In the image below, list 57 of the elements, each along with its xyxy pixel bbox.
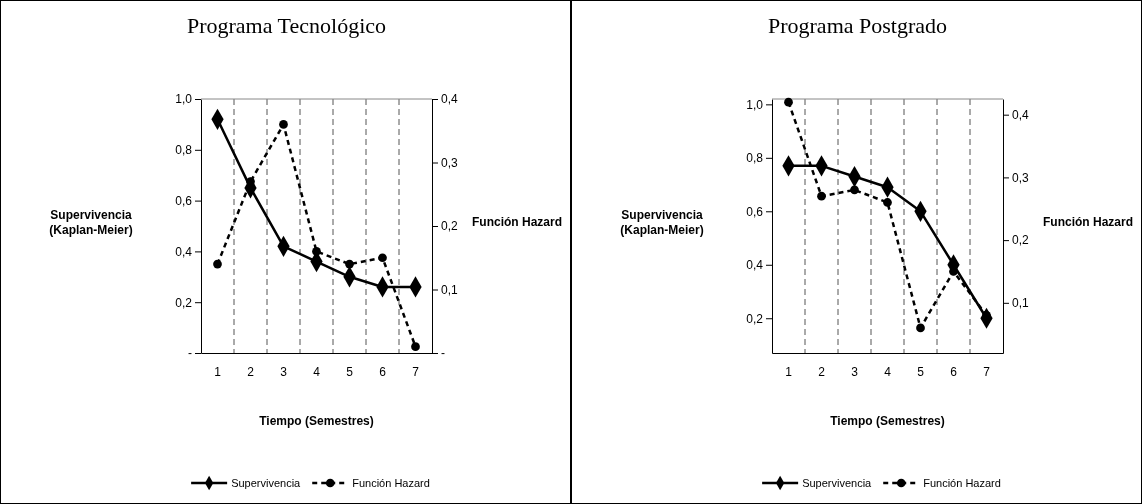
point: [916, 323, 925, 333]
point: [279, 120, 288, 129]
point: [850, 185, 859, 195]
y2-tick-label: 0,2: [1012, 233, 1030, 248]
y-tick-label: 0,8: [175, 143, 193, 158]
x-tick-label: 1: [214, 364, 222, 379]
x-tick-label: 5: [917, 364, 925, 379]
x-axis-title: Tiempo (Semestres): [830, 414, 945, 428]
y-tick-label: 1,0: [746, 97, 764, 112]
point: [883, 198, 892, 207]
x-tick-label: 1: [785, 364, 793, 379]
point: [411, 342, 420, 352]
legend-label: Función Hazard: [923, 477, 1001, 489]
x-axis-title: Tiempo (Semestres): [259, 414, 374, 428]
point: [817, 191, 826, 201]
y-tick-label: 0,4: [175, 244, 193, 259]
point: [345, 259, 354, 269]
y-tick-label: -: [188, 346, 192, 361]
x-tick-label: 4: [313, 364, 321, 379]
y-tick-label: 0,2: [175, 295, 193, 310]
point: [213, 259, 222, 269]
x-tick-label: 3: [851, 364, 859, 379]
x-tick-label: 2: [818, 364, 826, 379]
y2-tick-label: 0,4: [441, 92, 459, 107]
y-tick-label: 0,8: [746, 151, 764, 166]
y-tick-label: 0,2: [746, 311, 764, 326]
x-tick-label: 6: [950, 364, 958, 379]
y2-tick-label: 0,3: [1012, 170, 1030, 185]
legend-label: Supervivencia: [802, 477, 873, 489]
x-tick-label: 4: [884, 364, 892, 379]
y2-axis-title: Función Hazard: [471, 215, 563, 229]
y-tick-label: 1,0: [175, 92, 193, 107]
point: [378, 253, 387, 263]
chart-title: Programa Postgrado: [767, 13, 948, 38]
y-tick-label: 0,6: [746, 204, 764, 219]
x-tick-label: 3: [280, 364, 288, 379]
y-tick-label: 0,4: [746, 258, 764, 273]
y-axis-title: Supervivencia (Kaplan-Meier): [620, 207, 704, 237]
y2-tick-label: 0,1: [441, 282, 459, 297]
y-tick-label: 0,6: [175, 193, 193, 208]
y2-tick-label: 0,4: [1012, 108, 1030, 123]
point: [784, 97, 793, 107]
x-tick-label: 2: [247, 364, 255, 379]
point: [312, 247, 321, 256]
legend-label: Función Hazard: [352, 477, 430, 489]
y2-tick-label: -: [441, 346, 445, 361]
y2-tick-label: 0,3: [441, 155, 459, 170]
x-tick-label: 6: [379, 364, 387, 379]
y2-tick-label: 0,1: [1012, 296, 1030, 311]
x-tick-label: 7: [412, 364, 420, 379]
y2-tick-label: 0,2: [441, 219, 459, 234]
x-tick-label: 7: [983, 364, 991, 379]
chart-title: Programa Tecnológico: [186, 13, 387, 38]
legend-label: Supervivencia: [231, 477, 302, 489]
y-axis-title: Supervivencia (Kaplan-Meier): [49, 207, 133, 237]
y2-axis-title: Función Hazard: [1042, 215, 1134, 229]
x-tick-label: 5: [346, 364, 354, 379]
